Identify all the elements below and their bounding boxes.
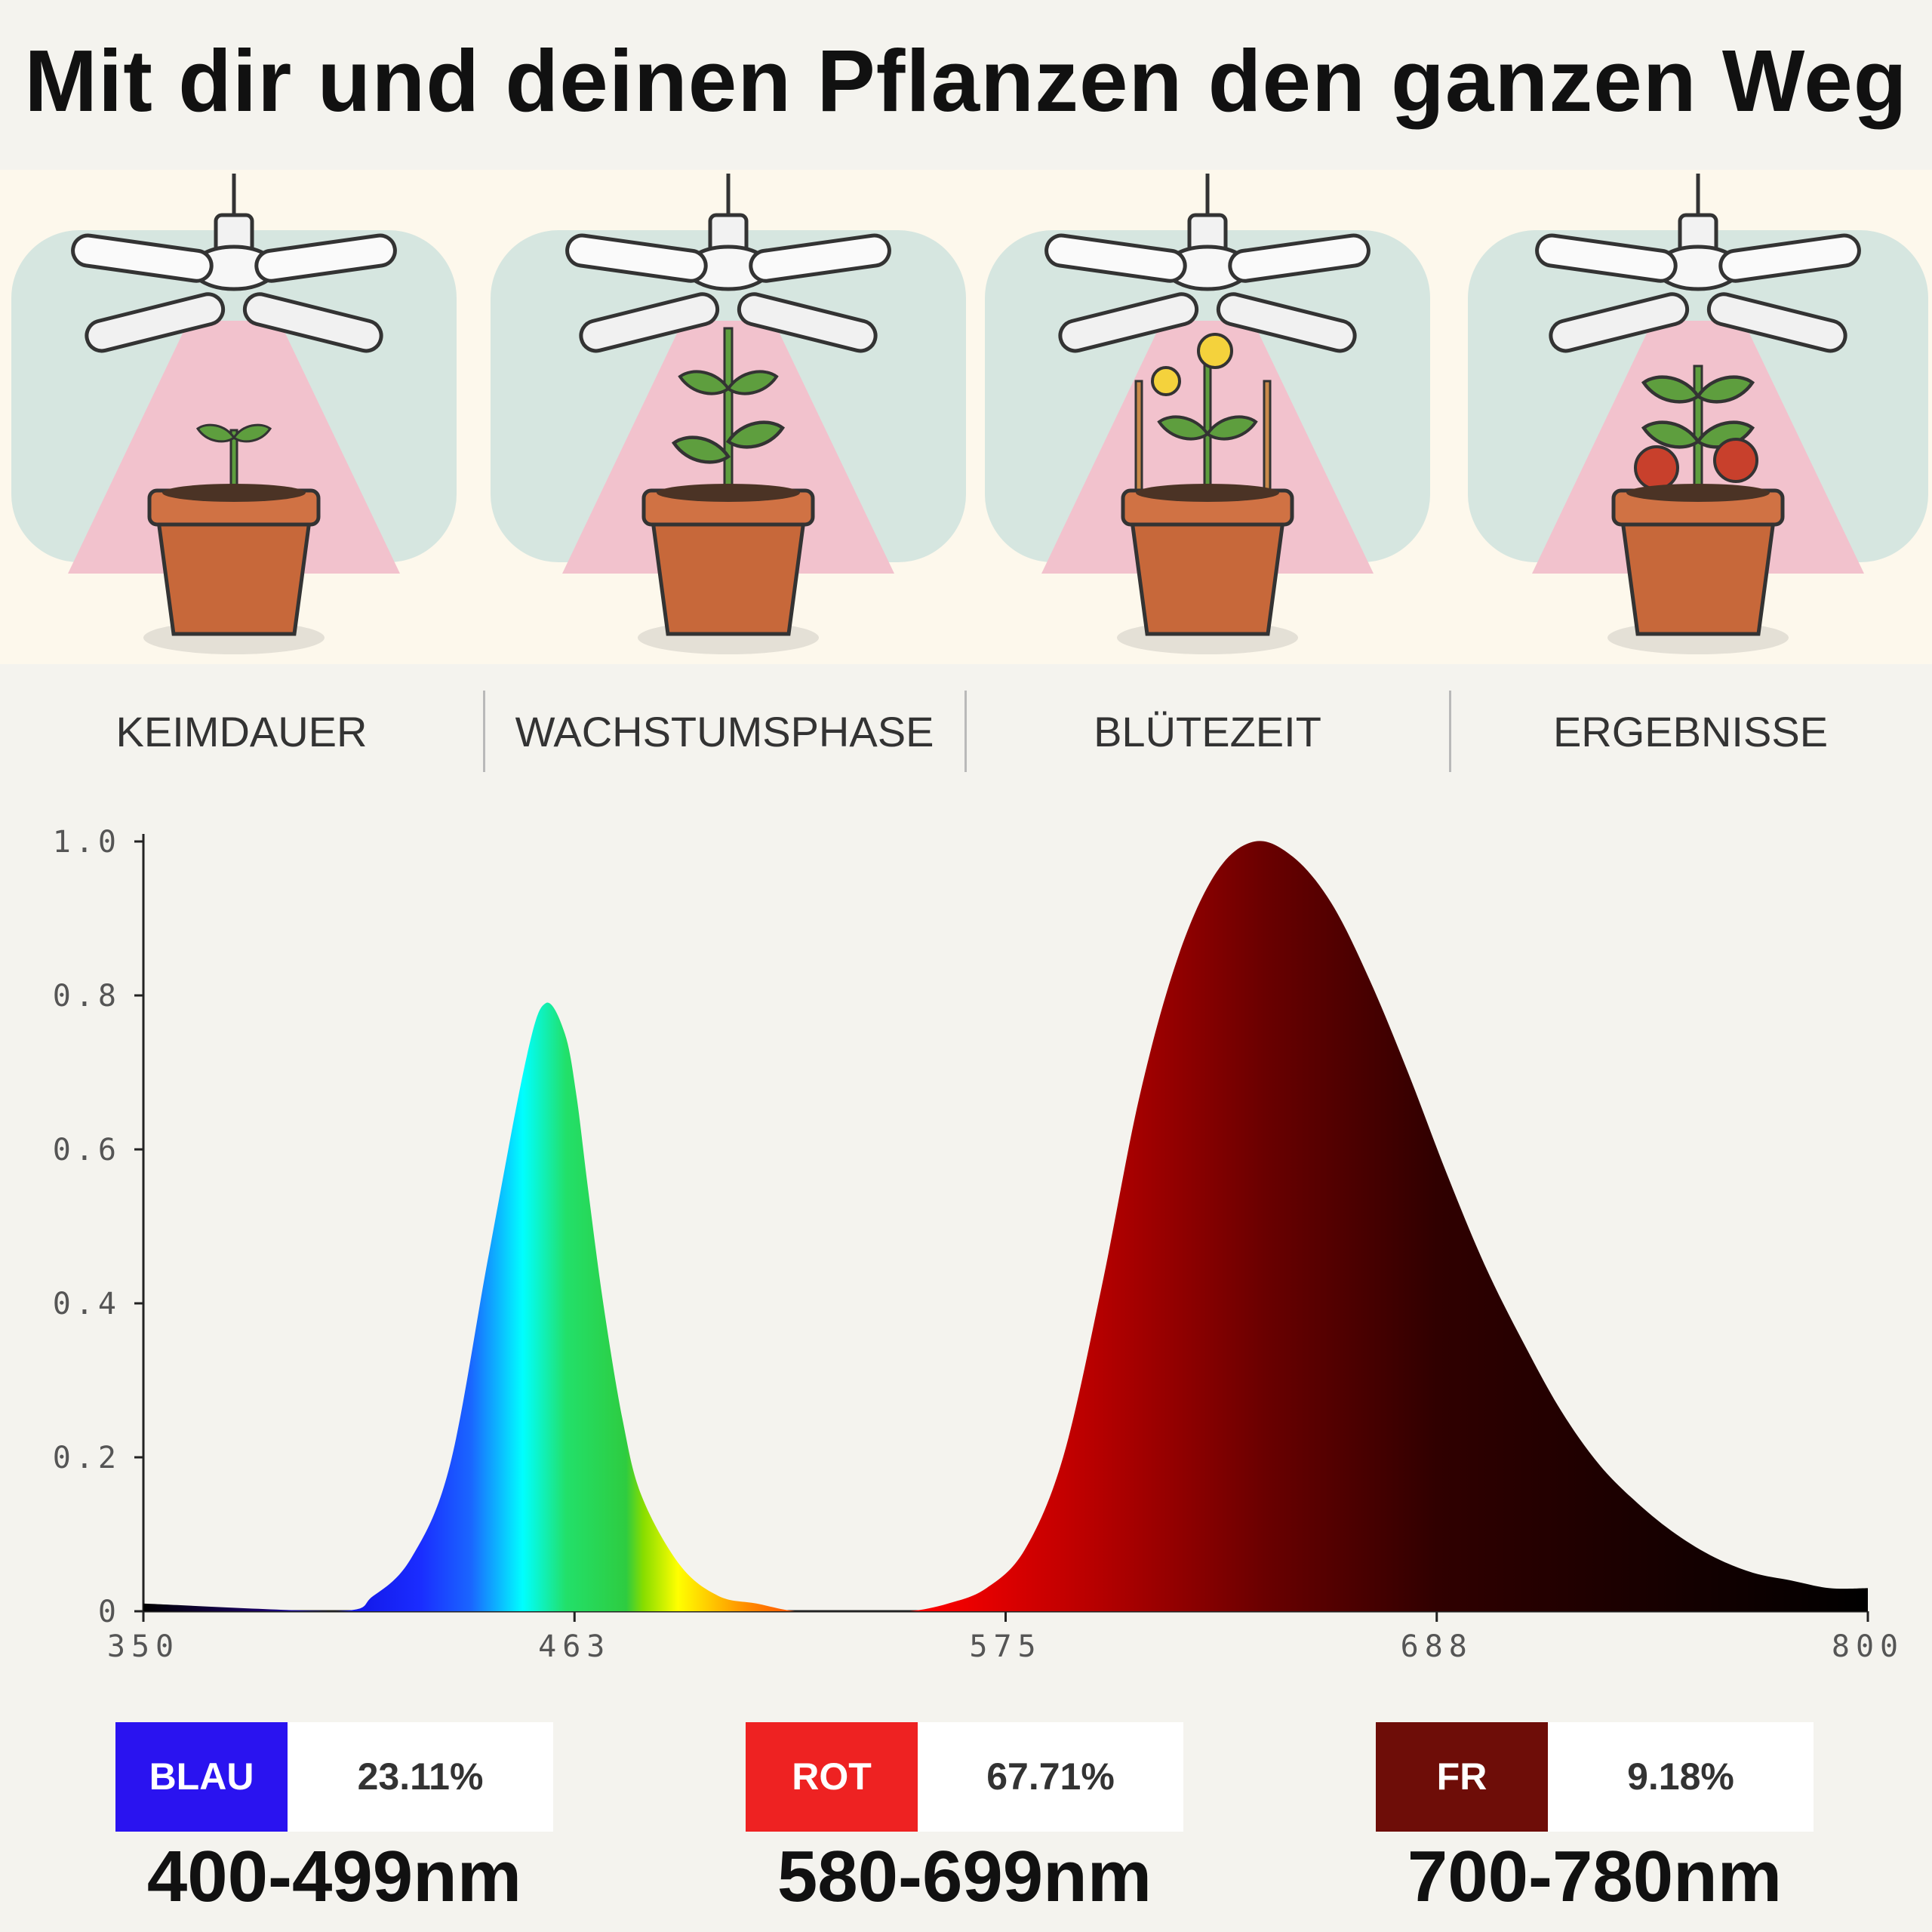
y-tick-label: 0.4 [53, 1287, 121, 1321]
stage-divider [483, 691, 485, 772]
stage-label-keimdauer: KEIMDAUER [115, 708, 368, 755]
legend-blau: BLAU 23.11% [115, 1722, 553, 1832]
stage-2-illustration [491, 174, 966, 654]
stage-label-bluetezeit: BLÜTEZEIT [1094, 708, 1321, 755]
stage-4-illustration [1468, 174, 1928, 654]
stage-labels: KEIMDAUER WACHSTUMSPHASE BLÜTEZEIT ERGEB… [0, 691, 1932, 774]
legend-swatch-blau: BLAU [115, 1722, 288, 1832]
legend-percent-fr: 9.18% [1627, 1755, 1734, 1798]
legend-swatch-rot: ROT [746, 1722, 918, 1832]
y-tick-label: 0.2 [53, 1441, 121, 1475]
stage-label-wachstumsphase: WACHSTUMSPHASE [515, 708, 934, 755]
legend-swatch-fr: FR [1376, 1722, 1548, 1832]
x-tick-label: 575 [969, 1629, 1041, 1664]
spectrum-chart: 0 0.2 0.4 0.6 0.8 1.0 350 463 575 688 800 [53, 825, 1904, 1664]
spectrum-area [143, 841, 1868, 1611]
growth-stage-illustrations [0, 170, 1932, 664]
stage-label-ergebnisse: ERGEBNISSE [1552, 708, 1829, 755]
legend-percent-rot: 67.71% [986, 1755, 1115, 1798]
x-tick-label: 350 [107, 1629, 180, 1664]
range-rot: 580-699nm [777, 1836, 1152, 1917]
x-tick-label: 463 [538, 1629, 611, 1664]
x-tick-label: 800 [1832, 1629, 1904, 1664]
legend-fr: FR 9.18% [1376, 1722, 1814, 1832]
stage-divider [1449, 691, 1451, 772]
range-fr: 700-780nm [1407, 1836, 1783, 1917]
y-tick-label: 0 [98, 1595, 121, 1629]
legend-percent-blau: 23.11% [357, 1755, 484, 1798]
y-tick-label: 1.0 [53, 825, 121, 860]
y-tick-label: 0.6 [53, 1133, 121, 1168]
range-blau: 400-499nm [146, 1836, 522, 1917]
stage-3-illustration [985, 174, 1430, 654]
x-tick-label: 688 [1401, 1629, 1473, 1664]
page-title: Mit dir und deinen Pflanzen den ganzen W… [24, 32, 1908, 130]
y-tick-label: 0.8 [53, 979, 121, 1014]
legend-rot: ROT 67.71% [746, 1722, 1183, 1832]
stage-divider [964, 691, 967, 772]
stage-1-illustration [11, 174, 457, 654]
